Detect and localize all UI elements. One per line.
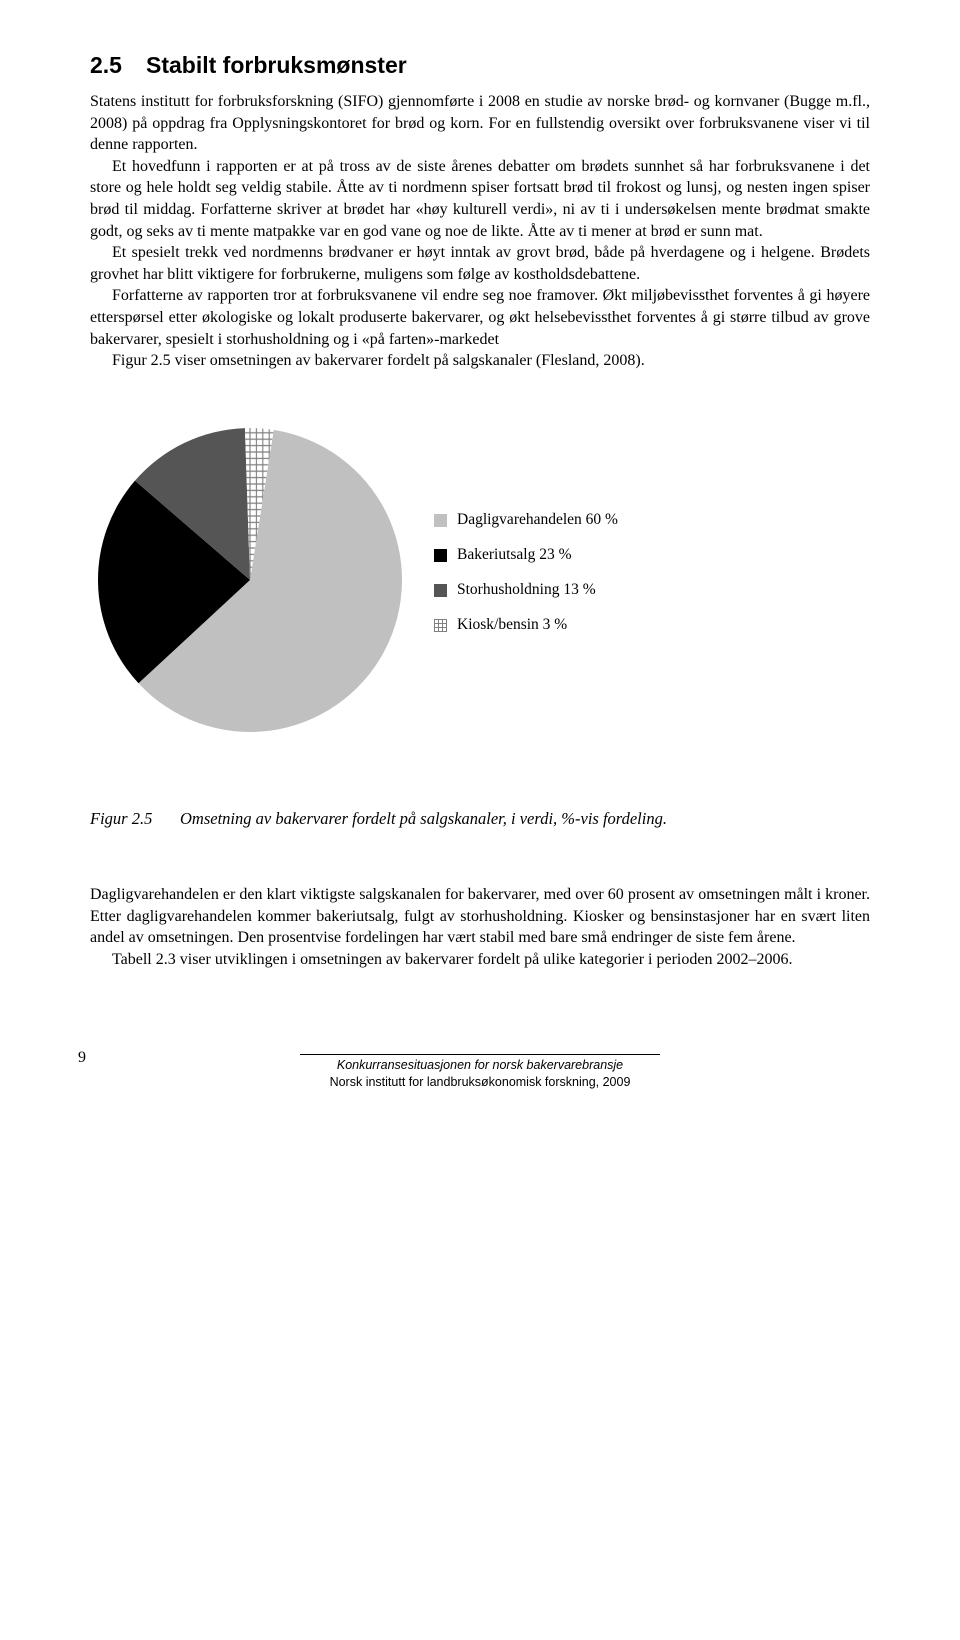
paragraph: Tabell 2.3 viser utviklingen i omsetning… (90, 949, 870, 971)
footer-title: Konkurransesituasjonen for norsk bakerva… (300, 1057, 660, 1074)
paragraph: Forfatterne av rapporten tror at forbruk… (90, 285, 870, 350)
legend-item: Dagligvarehandelen 60 % (434, 510, 618, 531)
section-heading: 2.5 Stabilt forbruksmønster (90, 50, 870, 81)
pie-legend: Dagligvarehandelen 60 % Bakeriutsalg 23 %… (434, 510, 618, 650)
legend-swatch (434, 584, 447, 597)
pie-svg (90, 420, 410, 740)
legend-label: Kiosk/bensin 3 % (457, 615, 567, 636)
page-footer: 9 Konkurransesituasjonen for norsk baker… (90, 1030, 870, 1090)
legend-label: Dagligvarehandelen 60 % (457, 510, 618, 531)
section-number: 2.5 (90, 52, 122, 78)
paragraph: Dagligvarehandelen er den klart viktigst… (90, 884, 870, 949)
paragraph: Figur 2.5 viser omsetningen av bakervare… (90, 350, 870, 372)
paragraph: Et spesielt trekk ved nordmenns brødvane… (90, 242, 870, 285)
legend-item: Kiosk/bensin 3 % (434, 615, 618, 636)
page-number: 9 (78, 1047, 86, 1069)
legend-label: Bakeriutsalg 23 % (457, 545, 572, 566)
section-title: Stabilt forbruksmønster (146, 52, 407, 78)
legend-swatch (434, 549, 447, 562)
figure-caption: Figur 2.5Omsetning av bakervarer fordelt… (90, 808, 870, 830)
legend-swatch (434, 514, 447, 527)
legend-swatch (434, 619, 447, 632)
paragraph: Statens institutt for forbruksforskning … (90, 91, 870, 156)
legend-item: Bakeriutsalg 23 % (434, 545, 618, 566)
paragraph: Et hovedfunn i rapporten er at på tross … (90, 156, 870, 242)
pie-chart (90, 420, 410, 740)
figure-caption-label: Figur 2.5 (90, 808, 180, 830)
footer-text: Konkurransesituasjonen for norsk bakerva… (300, 1054, 660, 1091)
footer-subtitle: Norsk institutt for landbruksøkonomisk f… (300, 1074, 660, 1091)
legend-item: Storhusholdning 13 % (434, 580, 618, 601)
figure: Dagligvarehandelen 60 % Bakeriutsalg 23 %… (90, 420, 870, 740)
figure-caption-text: Omsetning av bakervarer fordelt på salgs… (180, 809, 667, 828)
legend-label: Storhusholdning 13 % (457, 580, 596, 601)
